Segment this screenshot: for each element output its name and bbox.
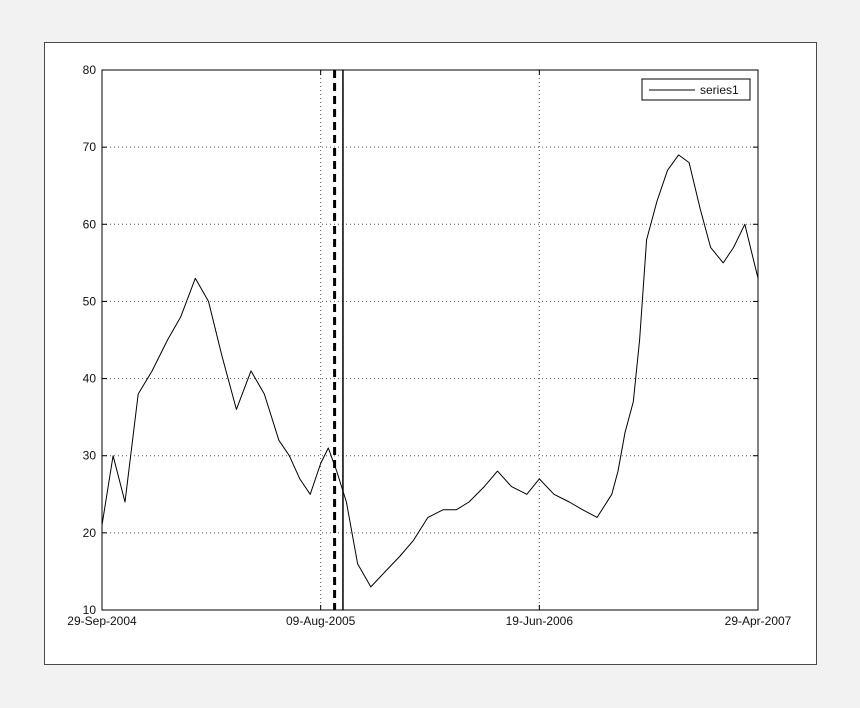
y-tick-label: 10 bbox=[83, 603, 97, 617]
y-tick-label: 20 bbox=[83, 526, 97, 540]
series-line bbox=[101, 154, 759, 588]
axis-ticks: 10 20 30 40 50 60 70 80 29-Sep-2004 09-Aug-2005 19… bbox=[67, 63, 791, 628]
legend: series1 bbox=[641, 78, 751, 101]
x-tick-label: 29-Sep-2004 bbox=[67, 614, 137, 628]
y-tick-label: 60 bbox=[83, 217, 97, 231]
x-tick-label: 19-Jun-2006 bbox=[506, 614, 574, 628]
legend-series-label: series1 bbox=[700, 83, 739, 97]
plot-area-border bbox=[101, 69, 759, 611]
legend-box bbox=[641, 78, 751, 101]
vertical-markers bbox=[333, 70, 344, 610]
y-tick-label: 40 bbox=[83, 372, 97, 386]
grid bbox=[102, 70, 758, 610]
x-tick-label: 29-Apr-2007 bbox=[725, 614, 792, 628]
line-chart: 10 20 30 40 50 60 70 80 29-Sep-2004 09-Aug-2005 19… bbox=[67, 63, 791, 628]
x-tick-label: 09-Aug-2005 bbox=[286, 614, 356, 628]
y-tick-label: 50 bbox=[83, 294, 97, 308]
y-tick-label: 80 bbox=[83, 63, 97, 77]
figure-frame: 10 20 30 40 50 60 70 80 29-Sep-2004 09-Aug-2005 19… bbox=[44, 42, 817, 665]
y-tick-label: 30 bbox=[83, 449, 97, 463]
series-layer bbox=[101, 154, 759, 588]
y-tick-label: 70 bbox=[83, 140, 97, 154]
